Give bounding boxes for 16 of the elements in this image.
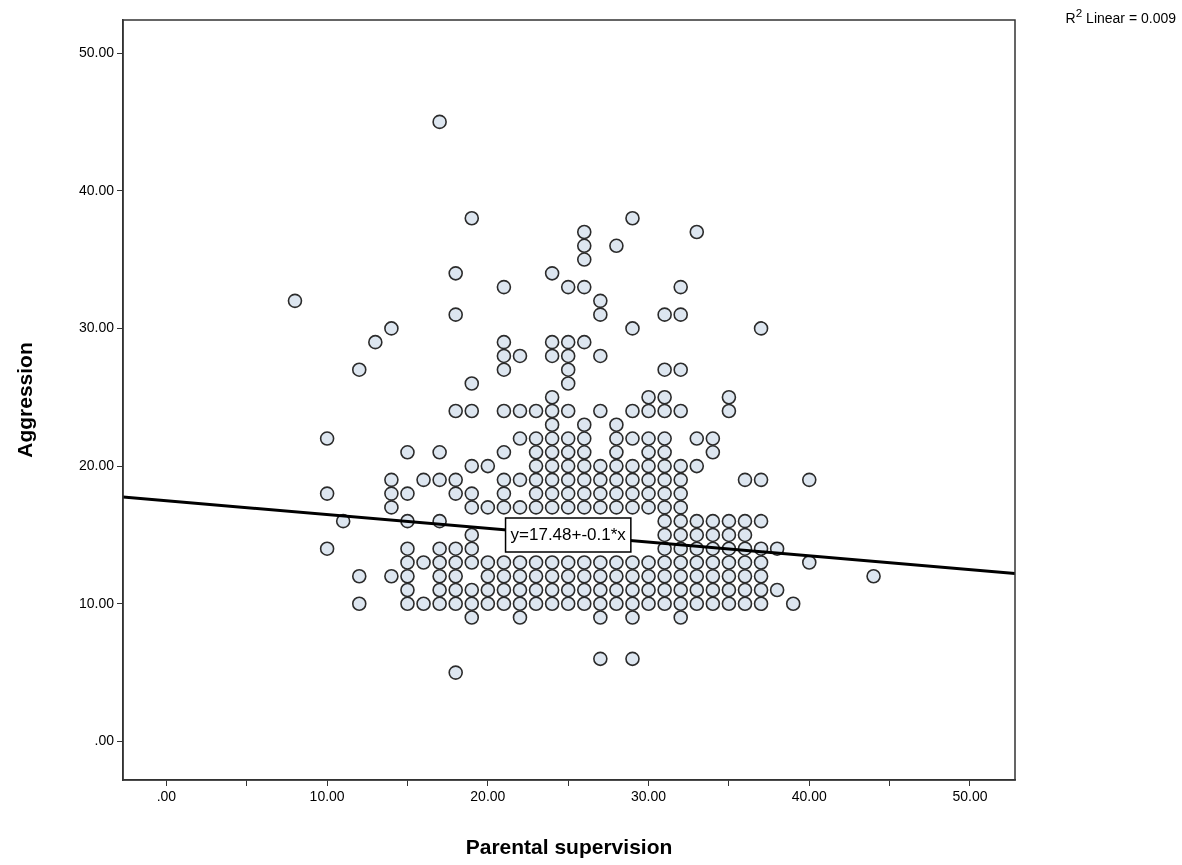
x-axis-title: Parental supervision: [465, 835, 673, 859]
y-tick-label: 40.00: [78, 181, 115, 198]
y-tick-label: 20.00: [78, 456, 115, 473]
x-tick-label: 10.00: [309, 788, 345, 805]
y-tick-label: 10.00: [78, 594, 115, 611]
x-tick-label: 20.00: [470, 788, 506, 805]
y-axis-title: Aggression: [13, 342, 37, 458]
y-tick-label: .00: [94, 732, 115, 749]
x-tick-label: 30.00: [631, 788, 667, 805]
x-tick-label: 50.00: [952, 788, 988, 805]
annotation: y=17.48+-0.1*x: [510, 524, 627, 544]
y-tick-label: 30.00: [78, 319, 115, 336]
text: R$^{2}$ Linear = 0.009: [1065, 6, 1176, 26]
y-tick-label: 50.00: [78, 43, 115, 60]
x-tick-label: .00: [156, 788, 177, 805]
x-tick-label: 40.00: [791, 788, 827, 805]
